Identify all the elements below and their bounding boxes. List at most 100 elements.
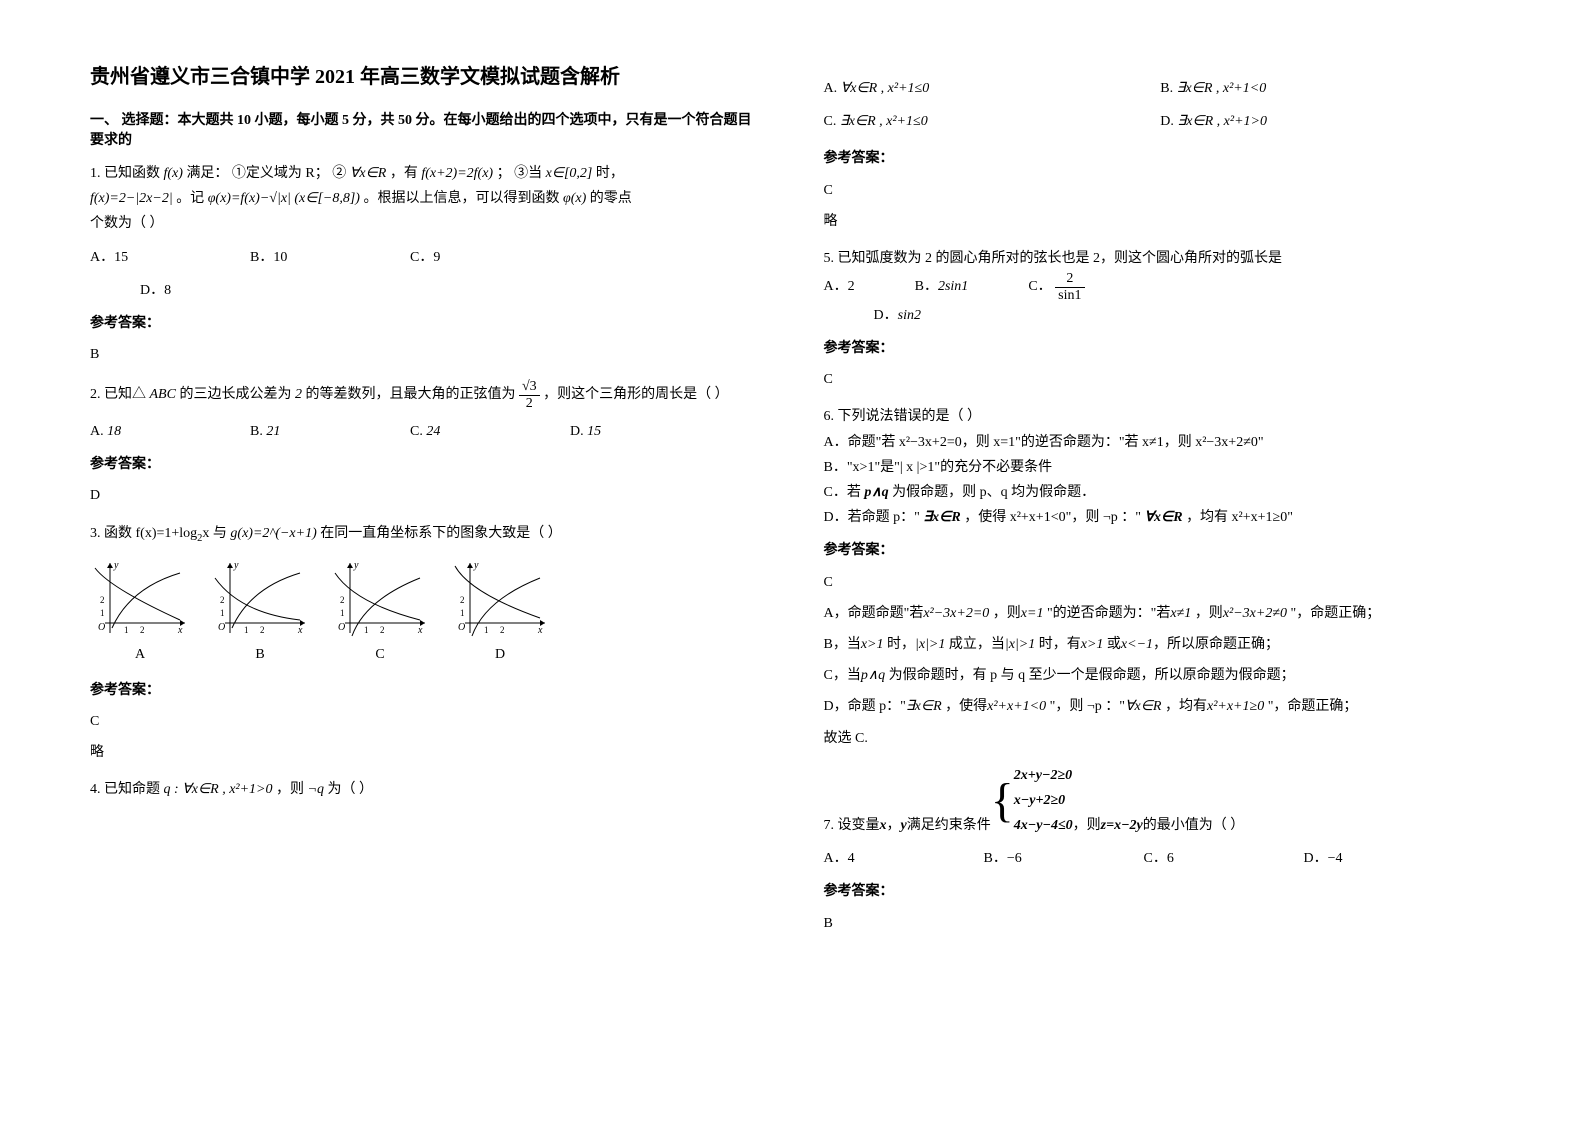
- q2-abc: ABC: [150, 387, 176, 402]
- svg-text:2: 2: [100, 595, 105, 605]
- brace-left-icon: {: [991, 777, 1014, 825]
- q7-z: z=x−2y: [1101, 813, 1143, 838]
- q1-line3: 个数为（ ）: [90, 211, 764, 236]
- q1-options-row1: A．15 B．10 C．9: [90, 245, 764, 270]
- q2-opt-c: C. 24: [410, 419, 530, 444]
- svg-text:1: 1: [484, 625, 489, 635]
- question-3: 3. 函数 f(x)=1+log2x 与 g(x)=2^(−x+1) 在同一直角…: [90, 521, 764, 765]
- q1-answer-label: 参考答案：: [90, 311, 764, 336]
- q6-opt-a: A．命题"若 x²−3x+2=0，则 x=1"的逆否命题为："若 x≠1，则 x…: [824, 430, 1498, 455]
- svg-text:y: y: [473, 560, 479, 571]
- q7-pre: 7. 设变量: [824, 813, 880, 838]
- q7-constraint-system: { 2x+y−2≥0 x−y+2≥0 4x−y−4≤0: [991, 763, 1073, 839]
- q1-fx: f(x): [164, 166, 183, 181]
- svg-text:1: 1: [244, 625, 249, 635]
- q1-answer: B: [90, 342, 764, 367]
- q4-opt-d: D. ∃x∈R , x²+1>0: [1160, 105, 1497, 138]
- graph-a-svg: 2 1 1 2 O x y: [90, 558, 190, 638]
- q1-line1-mid1: 满足： ①定义域为 R； ②: [186, 166, 349, 181]
- svg-text:2: 2: [140, 625, 145, 635]
- q1-opt-a: A．15: [90, 245, 210, 270]
- svg-text:2: 2: [220, 595, 225, 605]
- q1-line2d: 的零点: [590, 191, 632, 206]
- svg-text:1: 1: [124, 625, 129, 635]
- q6-answer: C: [824, 570, 1498, 595]
- question-2: 2. 已知△ ABC 的三边长成公差为 2 的等差数列，且最大角的正弦值为 √3…: [90, 379, 764, 508]
- left-column: 贵州省遵义市三合镇中学 2021 年高三数学文模拟试题含解析 一、 选择题：本大…: [90, 60, 764, 1062]
- q3-label-c: C: [330, 642, 430, 667]
- right-column: A. ∀x∈R , x²+1≤0 B. ∃x∈R , x²+1<0 C. ∃x∈…: [824, 60, 1498, 1062]
- q2-opt-a: A. 18: [90, 419, 210, 444]
- svg-text:x: x: [417, 625, 423, 636]
- svg-text:O: O: [98, 622, 105, 633]
- q5-options-row2: D．sin2: [824, 303, 1498, 328]
- q7-x: x: [880, 813, 887, 838]
- svg-text:1: 1: [220, 608, 225, 618]
- q2-pre: 2. 已知△: [90, 387, 146, 402]
- q3-answer: C: [90, 709, 764, 734]
- q3-figure-b: 2 1 1 2 O x y B: [210, 558, 310, 667]
- q2-answer-label: 参考答案：: [90, 452, 764, 477]
- q2-sqrt3-over-2: √3 2: [519, 379, 540, 411]
- svg-text:2: 2: [340, 595, 345, 605]
- q1-opt-b: B．10: [250, 245, 370, 270]
- q3-note: 略: [90, 740, 764, 765]
- graph-d-svg: 2 1 1 2 O x y: [450, 558, 550, 638]
- q1-line2b: 。记: [176, 191, 208, 206]
- q4-opt-b: B. ∃x∈R , x²+1<0: [1160, 72, 1497, 105]
- question-4-stem: 4. 已知命题 q : ∀x∈R , x²+1>0 ，则 ¬q 为（ ）: [90, 777, 764, 802]
- q3-figure-group: 2 1 1 2 O x y A 2: [90, 558, 764, 667]
- q1-opt-c: C．9: [410, 245, 530, 270]
- q3-label-b: B: [210, 642, 310, 667]
- q4-q-expr: q : ∀x∈R , x²+1>0: [164, 782, 273, 797]
- q7-answer: B: [824, 911, 1498, 936]
- q1-line1-mid2: ，有: [390, 166, 422, 181]
- q1-line1-end: 时，: [596, 166, 624, 181]
- q3-figure-d: 2 1 1 2 O x y D: [450, 558, 550, 667]
- q7-answer-label: 参考答案：: [824, 879, 1498, 904]
- svg-text:1: 1: [340, 608, 345, 618]
- q7-eq1: 2x+y−2≥0: [1014, 763, 1073, 788]
- svg-text:O: O: [338, 622, 345, 633]
- graph-c-svg: 2 1 1 2 O x y: [330, 558, 430, 638]
- q4-mid: ，则: [276, 782, 304, 797]
- q7-opt-d: D．−4: [1304, 846, 1424, 871]
- question-5: 5. 已知弧度数为 2 的圆心角所对的弦长也是 2，则这个圆心角所对的弧长是 A…: [824, 246, 1498, 393]
- svg-text:2: 2: [260, 625, 265, 635]
- q1-opt-d: D．8: [140, 283, 171, 298]
- q4-opt-a: A. ∀x∈R , x²+1≤0: [824, 72, 1161, 105]
- q5-opt-d: D．sin2: [874, 308, 921, 323]
- q1-line1-mid3: ； ③当: [497, 166, 546, 181]
- q6-exp-d: D，命题 p："∃x∈R ，使得x²+x+1<0 "，则 ¬p ："∀x∈R ，…: [824, 694, 1498, 719]
- q5-text: 5. 已知弧度数为 2 的圆心角所对的弦长也是 2，则这个圆心角所对的弧长是: [824, 246, 1498, 271]
- svg-text:2: 2: [500, 625, 505, 635]
- q4-options: A. ∀x∈R , x²+1≤0 B. ∃x∈R , x²+1<0 C. ∃x∈…: [824, 72, 1498, 138]
- section1-header: 一、 选择题：本大题共 10 小题，每小题 5 分，共 50 分。在每小题给出的…: [90, 109, 764, 149]
- q7-text: 7. 设变量 x ， y 满足约束条件 { 2x+y−2≥0 x−y+2≥0 4…: [824, 763, 1498, 839]
- question-4-body: A. ∀x∈R , x²+1≤0 B. ∃x∈R , x²+1<0 C. ∃x∈…: [824, 72, 1498, 234]
- q2-mid1: 的三边长成公差为: [179, 387, 291, 402]
- q4-answer: C: [824, 178, 1498, 203]
- svg-text:y: y: [113, 560, 119, 571]
- q1-line1: 1. 已知函数 f(x) 满足： ①定义域为 R； ② ∀x∈R ，有 f(x+…: [90, 161, 764, 186]
- q4-negq: ¬q: [308, 782, 324, 797]
- q3-label-a: A: [90, 642, 190, 667]
- q5-opt-a: A．2: [824, 274, 855, 299]
- q7-eq3: 4x−y−4≤0: [1014, 813, 1073, 838]
- q3-figure-a: 2 1 1 2 O x y A: [90, 558, 190, 667]
- q2-opt-d: D. 15: [570, 419, 690, 444]
- document-title: 贵州省遵义市三合镇中学 2021 年高三数学文模拟试题含解析: [90, 60, 764, 89]
- q7-opt-b: B．−6: [984, 846, 1104, 871]
- svg-text:2: 2: [460, 595, 465, 605]
- q3-pre: 3. 函数 f(x)=1+log: [90, 526, 197, 541]
- svg-text:y: y: [353, 560, 359, 571]
- question-1: 1. 已知函数 f(x) 满足： ①定义域为 R； ② ∀x∈R ，有 f(x+…: [90, 161, 764, 367]
- q4-pre: 4. 已知命题: [90, 782, 160, 797]
- q4-note: 略: [824, 209, 1498, 234]
- q6-exp-a: A，命题命题"若x²−3x+2=0 ，则x=1 "的逆否命题为："若x≠1 ，则…: [824, 601, 1498, 626]
- q6-text: 6. 下列说法错误的是（ ）: [824, 404, 1498, 429]
- q4-opt-c: C. ∃x∈R , x²+1≤0: [824, 105, 1161, 138]
- q6-opt-b: B．"x>1"是"| x |>1"的充分不必要条件: [824, 455, 1498, 480]
- svg-text:x: x: [297, 625, 303, 636]
- q7-opt-a: A．4: [824, 846, 944, 871]
